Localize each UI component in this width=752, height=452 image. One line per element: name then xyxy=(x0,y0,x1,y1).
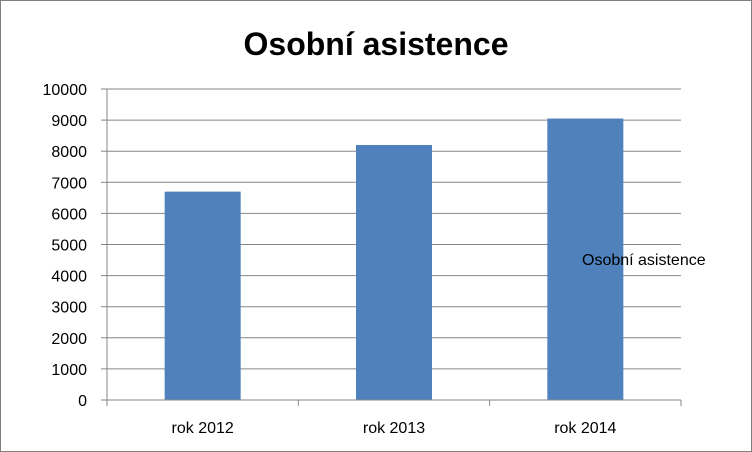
bar-rok-2012 xyxy=(164,191,241,400)
y-tick-labels: 0 1000 2000 3000 4000 5000 6000 7000 8000 9000 100… xyxy=(43,82,88,410)
y-tick-label: 1000 xyxy=(51,362,87,379)
chart-title: Osobní asistence xyxy=(244,26,509,62)
bar-rok-2014 xyxy=(547,118,624,401)
legend-entry: Osobní asistence xyxy=(582,252,706,269)
x-tick-label: rok 2012 xyxy=(172,420,234,437)
y-tick-label: 2000 xyxy=(51,331,87,348)
x-tick-label: rok 2014 xyxy=(554,420,616,437)
y-tick-label: 5000 xyxy=(51,238,87,255)
y-tick-label: 0 xyxy=(78,393,87,410)
y-tick-label: 10000 xyxy=(43,82,88,99)
x-tick-labels: rok 2012 rok 2013 rok 2014 xyxy=(172,420,617,437)
legend: Osobní asistence xyxy=(582,252,706,269)
y-tick-label: 9000 xyxy=(51,113,87,130)
bar-rok-2013 xyxy=(356,144,432,400)
y-tick-label: 8000 xyxy=(51,144,87,161)
bars xyxy=(164,118,624,401)
axes xyxy=(106,89,682,406)
y-tick-label: 4000 xyxy=(51,269,87,286)
x-tick-label: rok 2013 xyxy=(363,420,425,437)
y-tick-label: 6000 xyxy=(51,206,87,223)
y-tick-label: 3000 xyxy=(51,300,87,317)
y-tick-label: 7000 xyxy=(51,175,87,192)
